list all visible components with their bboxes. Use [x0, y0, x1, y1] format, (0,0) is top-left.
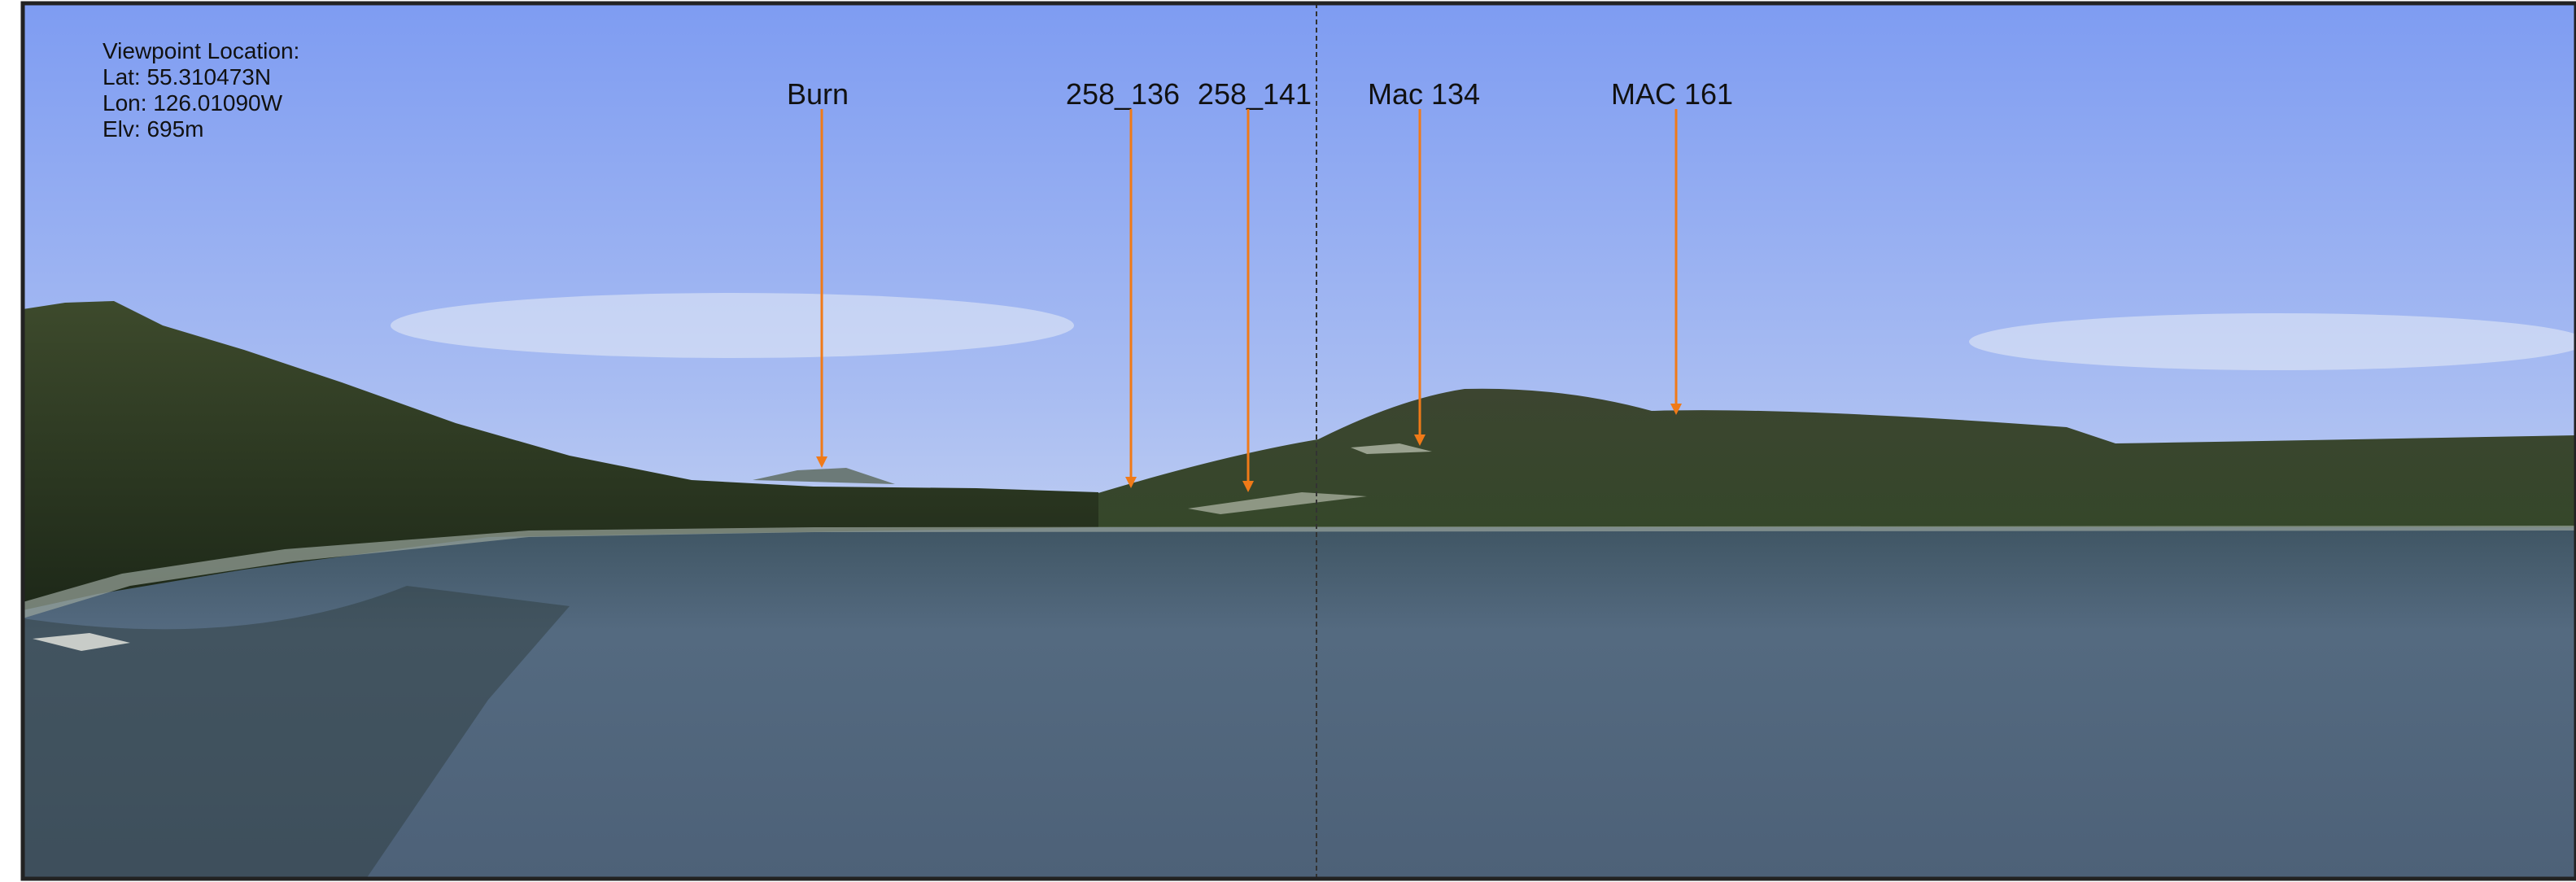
label: 258_136 [1066, 77, 1180, 111]
pointer-head [1414, 434, 1426, 446]
reflection [23, 586, 570, 879]
cloud [391, 293, 1074, 358]
hills [1082, 388, 2576, 527]
viewpoint-line: Viewpoint Location: [103, 38, 299, 63]
rock [33, 633, 130, 651]
viewpoint-line: Lat: 55.310473N [103, 64, 271, 90]
label: MAC 161 [1611, 77, 1733, 111]
viewpoint-line: Lon: 126.01090W [103, 90, 283, 116]
clearing [1188, 492, 1367, 514]
pointer-head [1125, 477, 1137, 488]
label: Burn [787, 77, 849, 111]
pointer-head [1242, 481, 1254, 492]
forest [23, 301, 1098, 610]
frame [20, 1, 2576, 881]
pointer-head [816, 456, 827, 468]
viewpoint-line: Elv: 695m [103, 116, 204, 142]
water [23, 525, 2576, 879]
burn-hill [753, 468, 895, 484]
label: 258_141 [1198, 77, 1312, 111]
cloud [1969, 313, 2576, 370]
label: Mac 134 [1368, 77, 1480, 111]
clearing [1351, 443, 1432, 454]
pointer-head [1670, 404, 1682, 415]
